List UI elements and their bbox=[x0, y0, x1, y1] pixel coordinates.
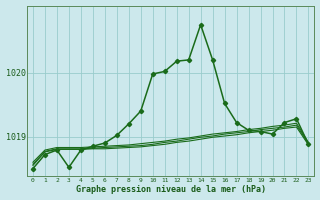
X-axis label: Graphe pression niveau de la mer (hPa): Graphe pression niveau de la mer (hPa) bbox=[76, 185, 266, 194]
